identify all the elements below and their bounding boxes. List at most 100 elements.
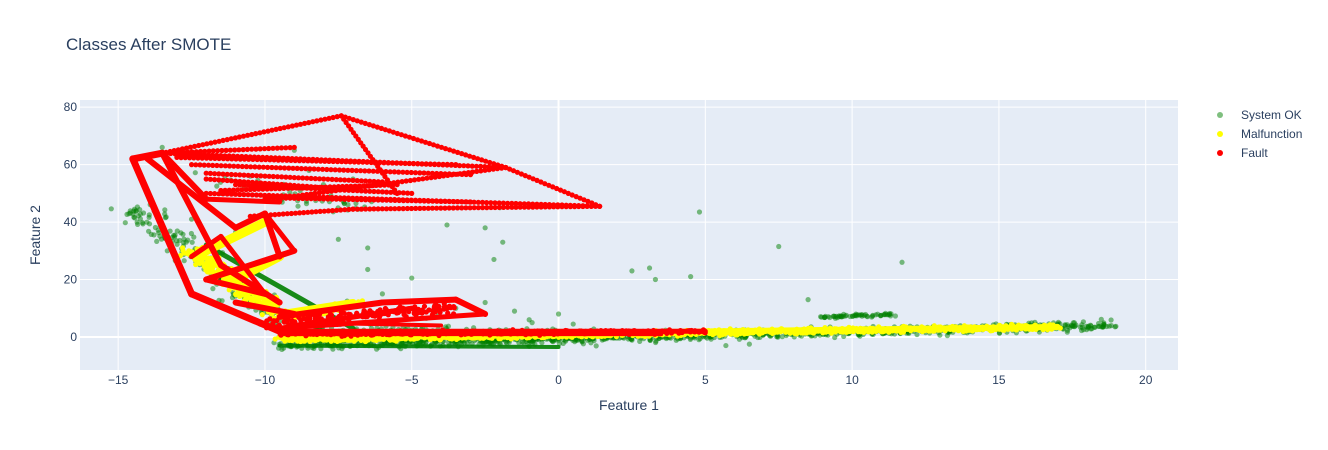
data-point [224, 171, 230, 177]
data-point [563, 204, 569, 210]
data-point [937, 332, 943, 338]
data-point [279, 181, 285, 188]
data-point [423, 161, 429, 167]
data-point [779, 334, 785, 340]
data-point [426, 307, 432, 313]
x-tick-label: −10 [255, 373, 276, 387]
data-point [202, 148, 208, 154]
data-point [274, 145, 280, 151]
data-point [408, 205, 415, 212]
data-point [580, 203, 586, 210]
data-point [336, 167, 343, 173]
data-point [279, 174, 285, 180]
data-point [426, 140, 433, 147]
data-point [313, 158, 319, 164]
data-point [207, 170, 213, 176]
data-point [187, 144, 194, 150]
data-point [247, 186, 253, 193]
data-point [241, 179, 247, 185]
data-point [723, 342, 729, 349]
data-point [436, 161, 442, 167]
data-point [257, 130, 263, 136]
chart-title: Classes After SMOTE [66, 35, 231, 54]
data-point [371, 178, 377, 185]
data-point [593, 343, 599, 349]
data-point [388, 189, 394, 195]
data-point [216, 171, 222, 177]
data-point [367, 197, 373, 203]
data-point [122, 220, 128, 226]
data-point [212, 177, 218, 183]
data-point [337, 177, 343, 183]
dense-point-segment [188, 290, 284, 335]
data-point [430, 142, 437, 148]
data-point [398, 132, 404, 138]
x-tick-label: 20 [1139, 373, 1153, 387]
legend-item-fault[interactable]: Fault [1217, 146, 1268, 160]
legend[interactable]: System OK Malfunction Fault [1217, 108, 1302, 160]
data-point [363, 197, 369, 203]
data-point [295, 203, 301, 209]
data-point [244, 146, 250, 152]
data-point [295, 183, 302, 189]
data-point [314, 118, 320, 124]
data-point [339, 159, 345, 165]
data-point [203, 155, 210, 161]
data-point [403, 178, 409, 184]
data-point [385, 160, 391, 166]
data-point [316, 176, 323, 182]
data-point [230, 187, 237, 193]
data-point [1086, 323, 1092, 329]
data-point [465, 163, 471, 169]
data-point [369, 183, 375, 189]
data-point [322, 116, 328, 122]
data-point [455, 199, 461, 205]
data-point [155, 151, 161, 157]
data-point [833, 313, 839, 319]
data-point [324, 166, 330, 173]
data-point [281, 125, 287, 131]
dense-point-segment [277, 311, 488, 331]
data-point [240, 147, 246, 153]
data-point [440, 161, 446, 167]
data-point [232, 135, 238, 141]
data-point [421, 303, 428, 309]
data-point [421, 205, 427, 211]
data-point [174, 154, 180, 160]
data-point [381, 160, 387, 166]
data-point [487, 159, 493, 166]
data-point [325, 208, 331, 214]
data-point [154, 238, 160, 244]
data-point [347, 159, 353, 165]
x-tick-label: 10 [845, 373, 859, 387]
data-point [286, 165, 292, 171]
data-point [567, 204, 574, 210]
data-point [193, 261, 199, 268]
data-point [546, 204, 553, 210]
data-point [279, 195, 285, 201]
data-point [475, 205, 481, 211]
data-point [321, 208, 327, 214]
legend-item-malfunction[interactable]: Malfunction [1217, 127, 1302, 141]
data-point [432, 174, 438, 180]
y-tick-label: 40 [64, 215, 78, 229]
data-point [484, 205, 490, 211]
data-point [375, 197, 381, 203]
legend-item-system-ok[interactable]: System OK [1217, 108, 1302, 122]
data-point [367, 188, 373, 194]
data-point [325, 186, 331, 192]
data-point [139, 220, 146, 226]
data-point [351, 159, 357, 165]
data-point [203, 176, 209, 182]
data-point [421, 198, 427, 204]
x-tick-label: 5 [702, 373, 709, 387]
data-point [343, 159, 349, 165]
data-point [304, 175, 310, 181]
data-point [300, 192, 306, 198]
data-point [294, 165, 300, 171]
data-point [291, 193, 297, 199]
data-point [510, 168, 517, 174]
data-point [237, 172, 243, 178]
data-point [412, 308, 418, 314]
dense-point-segment [144, 155, 239, 231]
